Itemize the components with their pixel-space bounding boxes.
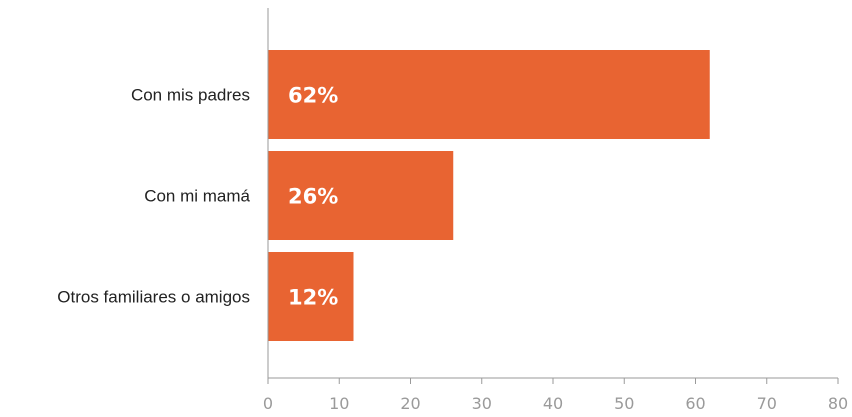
bar	[268, 50, 710, 139]
x-tick-label: 30	[472, 394, 492, 413]
category-label: Con mis padres	[131, 86, 250, 105]
bar-data-label: 12%	[288, 286, 338, 310]
bar-data-label: 62%	[288, 84, 338, 108]
x-tick-label: 80	[828, 394, 848, 413]
category-label: Con mi mamá	[144, 187, 250, 206]
x-tick-label: 40	[543, 394, 563, 413]
bars-group: 62% 26% 12%	[268, 50, 710, 341]
x-tick-label: 0	[263, 394, 273, 413]
x-tick-label: 50	[614, 394, 634, 413]
bar-data-label: 26%	[288, 185, 338, 209]
x-tick-label: 20	[400, 394, 420, 413]
bar	[268, 252, 354, 341]
x-tick-label: 10	[329, 394, 349, 413]
x-tick-label: 60	[685, 394, 705, 413]
x-tick-label: 70	[757, 394, 777, 413]
x-axis-ticks: 0 10 20 30 40 50 60 70 80	[263, 378, 848, 413]
bar	[268, 151, 454, 240]
category-labels: Con mis padres Con mi mamá Otros familiare…	[57, 86, 250, 307]
category-label: Otros familiares o amigos	[57, 288, 250, 307]
